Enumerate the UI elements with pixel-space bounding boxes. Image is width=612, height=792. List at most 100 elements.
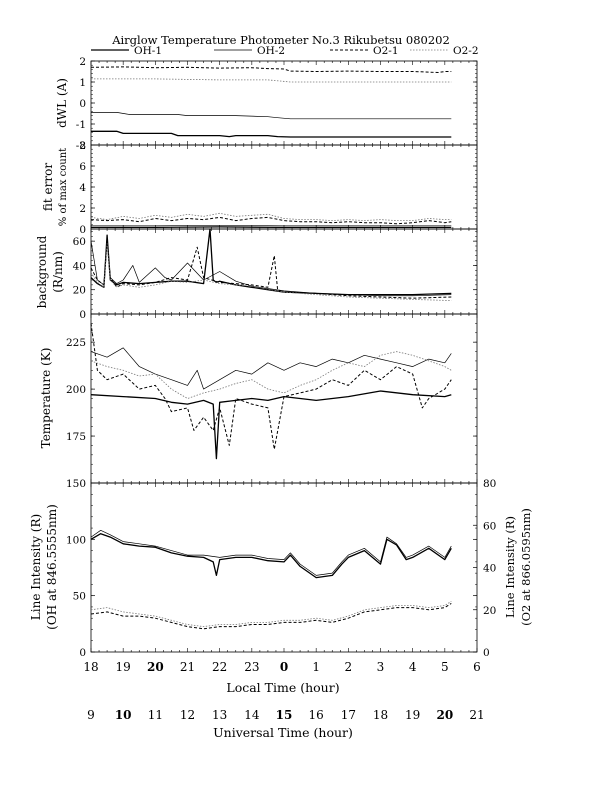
local-time-tick-label: 3 bbox=[377, 660, 385, 674]
y-tick-label-dwl: 1 bbox=[79, 77, 86, 89]
series-temp-o2-1 bbox=[90, 323, 452, 450]
series-dwl-oh-2 bbox=[91, 112, 452, 120]
legend-item-oh-1: OH-1 bbox=[91, 45, 162, 57]
x-axes: Local Time (hour) Universal Time (hour) … bbox=[83, 660, 484, 740]
y-tick-label-int: 0 bbox=[79, 647, 86, 659]
y-axis-label-dwl: dWL (A) bbox=[55, 78, 69, 128]
legend-label-o2-1: O2-1 bbox=[373, 45, 399, 57]
universal-time-tick-label: 9 bbox=[87, 708, 95, 722]
series-temp-o2-2 bbox=[90, 351, 452, 399]
y-tick-label-fit: 4 bbox=[79, 182, 86, 194]
local-time-tick-label: 20 bbox=[147, 660, 164, 674]
series-bg-oh-2 bbox=[90, 240, 452, 297]
y-tick-label-int: 150 bbox=[66, 478, 86, 490]
y-tick-label-temp: 175 bbox=[66, 431, 86, 443]
universal-time-tick-label: 13 bbox=[212, 708, 227, 722]
y-tick-label-bg: 40 bbox=[73, 260, 86, 272]
universal-time-tick-label: 11 bbox=[148, 708, 163, 722]
series-fit-oh-1 bbox=[91, 226, 452, 229]
y-right-tick-label: 0 bbox=[483, 647, 490, 659]
y-tick-label-temp: 225 bbox=[66, 337, 86, 349]
panel-frame-bg bbox=[90, 228, 478, 315]
y-axis-label-bg: (R/nm) bbox=[51, 251, 65, 293]
universal-time-tick-label: 20 bbox=[436, 708, 453, 722]
series-int-oh-1 bbox=[90, 533, 452, 579]
chart-title: Airglow Temperature Photometer No.3 Riku… bbox=[111, 33, 450, 47]
y-right-tick-label: 20 bbox=[483, 605, 496, 617]
universal-time-tick-label: 10 bbox=[115, 708, 132, 722]
universal-time-tick-label: 14 bbox=[244, 708, 260, 722]
legend-label-oh-1: OH-1 bbox=[134, 45, 162, 57]
y-tick-label-fit: 0 bbox=[79, 224, 86, 236]
y-tick-label-fit: 2 bbox=[79, 203, 86, 215]
legend-label-o2-2: O2-2 bbox=[453, 45, 479, 57]
local-time-tick-label: 0 bbox=[280, 660, 288, 674]
y-tick-label-bg: 60 bbox=[73, 236, 86, 248]
y-right-tick-label: 40 bbox=[483, 563, 496, 575]
series-dwl-o2-2 bbox=[91, 78, 452, 83]
series-temp-oh-1 bbox=[90, 390, 452, 460]
local-time-axis-label: Local Time (hour) bbox=[226, 680, 339, 695]
universal-time-tick-label: 15 bbox=[276, 708, 293, 722]
universal-time-tick-label: 21 bbox=[469, 708, 484, 722]
panel-temp: 225 200 175 Temperature (K) bbox=[39, 313, 478, 484]
y-tick-label-int: 50 bbox=[73, 591, 86, 603]
universal-time-tick-label: 19 bbox=[405, 708, 420, 722]
local-time-tick-label: 2 bbox=[345, 660, 353, 674]
y-right-tick-label: 80 bbox=[483, 478, 496, 490]
panel-dwl: 2 1 0 -1 -2 dWL (A) bbox=[55, 56, 478, 152]
series-int-o2-2 bbox=[90, 600, 452, 627]
legend-item-oh-2: OH-2 bbox=[214, 45, 285, 57]
series-bg-oh-1 bbox=[90, 228, 452, 296]
y-axis-label-int: Line Intensity (R) bbox=[29, 514, 43, 620]
series-int-o2-1 bbox=[90, 602, 452, 630]
panel-frame-fit bbox=[90, 144, 478, 230]
y-axis-label-bg: background bbox=[35, 235, 49, 308]
series-dwl-oh-1 bbox=[91, 130, 452, 138]
y-right-axis-label: Line Intensity (R) bbox=[503, 516, 517, 618]
universal-time-tick-label: 16 bbox=[309, 708, 324, 722]
y-tick-label-fit: 8 bbox=[79, 140, 86, 152]
universal-time-axis-label: Universal Time (hour) bbox=[213, 725, 353, 740]
local-time-tick-label: 4 bbox=[409, 660, 417, 674]
series-temp-oh-2 bbox=[90, 347, 452, 390]
universal-time-tick-label: 17 bbox=[341, 708, 356, 722]
y-axis-label-fit: % of max count bbox=[58, 148, 69, 226]
panel-frame-int bbox=[90, 482, 478, 653]
local-time-tick-label: 1 bbox=[312, 660, 320, 674]
local-time-tick-label: 23 bbox=[244, 660, 259, 674]
series-fit-oh-2 bbox=[91, 224, 452, 227]
y-right-axis-label: (O2 at 866.0595nm) bbox=[519, 508, 533, 626]
y-tick-label-int: 100 bbox=[66, 534, 86, 546]
y-tick-label-fit: 6 bbox=[79, 161, 86, 173]
y-tick-label-bg: 20 bbox=[73, 285, 86, 297]
series-bg-o2-1 bbox=[90, 238, 452, 299]
y-tick-label-temp: 200 bbox=[66, 384, 86, 396]
universal-time-tick-label: 12 bbox=[180, 708, 195, 722]
series-bg-o2-2 bbox=[90, 243, 452, 301]
panel-fit: 8 6 4 2 0 fit error% of max count bbox=[41, 140, 478, 236]
panel-frame-dwl bbox=[90, 60, 478, 146]
y-tick-label-dwl: -1 bbox=[76, 119, 86, 131]
y-axis-label-fit: fit error bbox=[41, 163, 55, 211]
y-right-tick-label: 60 bbox=[483, 520, 496, 532]
series-dwl-o2-1 bbox=[90, 66, 452, 73]
local-time-tick-label: 22 bbox=[212, 660, 227, 674]
y-tick-label-dwl: 0 bbox=[79, 98, 86, 110]
series-fit-o2-2 bbox=[90, 212, 452, 222]
y-axis-label-int: (OH at 846.5555nm) bbox=[45, 504, 59, 630]
legend-label-oh-2: OH-2 bbox=[257, 45, 285, 57]
series-int-oh-2 bbox=[90, 529, 452, 576]
local-time-tick-label: 21 bbox=[180, 660, 195, 674]
local-time-tick-label: 5 bbox=[441, 660, 449, 674]
y-axis-label-temp: Temperature (K) bbox=[39, 348, 53, 449]
y-tick-label-dwl: -2 bbox=[76, 140, 86, 152]
legend-item-o2-1: O2-1 bbox=[330, 45, 399, 57]
panel-bg: 60 40 20 0 background (R/nm) bbox=[35, 228, 478, 321]
panels: 2 1 0 -1 -2 dWL (A) 8 6 4 20 fit error% of max cou… bbox=[29, 56, 533, 659]
legend-item-o2-2: O2-2 bbox=[410, 45, 479, 57]
local-time-tick-label: 19 bbox=[116, 660, 131, 674]
universal-time-tick-label: 18 bbox=[373, 708, 388, 722]
